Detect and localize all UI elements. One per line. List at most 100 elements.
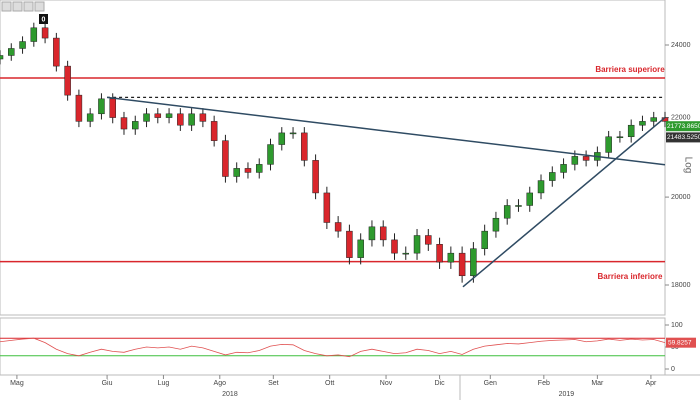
candle-body: [346, 230, 353, 258]
candle-body: [639, 121, 646, 126]
candle-body: [425, 235, 432, 245]
candle-body: [470, 248, 477, 277]
price-panel: [0, 0, 666, 316]
candle-body: [571, 156, 579, 165]
candle-body: [379, 226, 387, 241]
badge-text: 0: [42, 16, 46, 23]
candle-body: [165, 113, 173, 118]
candle-body: [481, 230, 488, 249]
badge: [39, 14, 48, 24]
candle-body: [650, 117, 657, 122]
tool-icon[interactable]: [34, 1, 45, 12]
candle-body: [41, 27, 49, 39]
candle-body: [301, 132, 308, 161]
y-tick-label: 24000: [671, 42, 691, 49]
candle-body: [357, 239, 364, 258]
candle-body: [19, 41, 26, 49]
candle-body: [188, 113, 195, 126]
barrier-label: Barriera superiore: [595, 65, 665, 74]
price-label: 21773.8650: [667, 123, 700, 130]
candle-body: [605, 136, 612, 153]
price-label: 21483.5250: [667, 134, 700, 141]
y-tick-label: 20000: [671, 194, 691, 201]
x-tick-label: Mag: [10, 380, 24, 387]
x-tick-label: Lug: [158, 380, 170, 387]
candle-body: [537, 180, 545, 194]
candle-body: [492, 217, 500, 232]
candle-body: [391, 239, 398, 254]
candle-body: [30, 27, 38, 42]
candle-body: [143, 113, 150, 122]
candle-body: [312, 160, 319, 194]
candle-body: [436, 244, 443, 263]
candle-body: [549, 172, 556, 181]
candle-body: [458, 252, 466, 277]
tool-icon[interactable]: [23, 1, 34, 12]
tool-icon[interactable]: [1, 1, 12, 12]
scale-label: Log: [682, 157, 693, 174]
candle-body: [132, 121, 139, 130]
candle-body: [627, 124, 635, 138]
x-tick-label: Feb: [538, 380, 550, 387]
candle-body: [120, 117, 128, 130]
candle-body: [233, 168, 240, 177]
candle-body: [199, 113, 207, 122]
candle-body: [244, 168, 252, 173]
candle-body: [402, 252, 410, 255]
candle-body: [503, 205, 511, 219]
candle-body: [86, 113, 94, 122]
x-tick-label: Gen: [484, 380, 497, 387]
rsi-tick-label: 0: [671, 366, 675, 373]
x-tick-label: Set: [268, 380, 279, 387]
rsi-line: [0, 337, 666, 358]
x-tick-label: Apr: [645, 380, 657, 387]
candle-body: [616, 136, 624, 139]
y-tick-label: 18000: [671, 282, 691, 289]
candle-body: [53, 37, 60, 67]
candle-body: [0, 55, 4, 60]
x-tick-label: Dic: [435, 380, 446, 387]
candle-body: [515, 205, 522, 207]
candle-body: [560, 164, 567, 173]
price-box: [666, 132, 700, 143]
rsi-box: [666, 337, 696, 348]
candle-body: [323, 192, 331, 223]
candle-body: [8, 48, 15, 56]
candle-body: [255, 164, 263, 173]
candle-body: [98, 98, 105, 115]
candle-body: [334, 222, 342, 232]
rsi-panel: [0, 317, 666, 376]
candle-body: [210, 121, 218, 141]
toolbar: 0: [1, 1, 48, 24]
year-label: 2018: [222, 391, 238, 398]
x-tick-label: Ott: [325, 380, 334, 387]
candle-body: [278, 132, 286, 145]
trendlines: [106, 96, 666, 166]
candle-body: [289, 132, 297, 135]
y-tick-label: 22000: [671, 114, 691, 121]
barrier-label: Barriera inferiore: [598, 272, 663, 281]
x-tick-label: Nov: [380, 380, 393, 387]
x-tick-label: Ago: [214, 380, 227, 387]
year-label: 2019: [559, 391, 575, 398]
candle-body: [447, 252, 455, 263]
candle-body: [75, 94, 83, 122]
candle-body: [582, 156, 590, 161]
candle-body: [413, 235, 421, 254]
candle-body: [368, 226, 376, 241]
candle-body: [526, 192, 533, 206]
x-tick-label: Mar: [591, 380, 604, 387]
candle-body: [267, 144, 274, 165]
candle-body: [177, 113, 184, 126]
candle-body: [222, 140, 229, 177]
rsi-last-label: 59.8257: [668, 339, 692, 346]
tool-icon[interactable]: [12, 1, 23, 12]
price-box: [666, 121, 700, 132]
candle-body: [154, 113, 162, 118]
x-tick-label: Giu: [102, 380, 113, 387]
rsi-tick-label: 100: [671, 322, 683, 329]
candle-body: [109, 98, 116, 118]
trendlines: [462, 117, 666, 288]
